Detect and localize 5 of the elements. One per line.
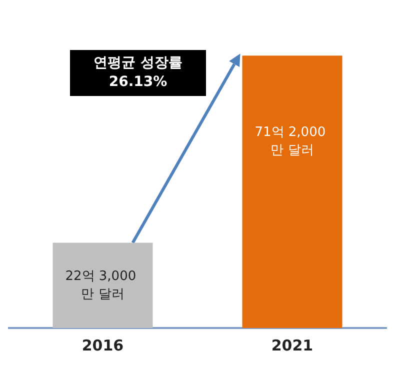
data-label: 22억 3,000 만 달러 <box>65 268 140 302</box>
x-tick-label: 2016 <box>82 336 124 354</box>
annotation: 연평균 성장률 26.13% <box>92 54 184 92</box>
data-label: 71억 2,000 만 달러 <box>254 125 330 158</box>
x-tick-label: 2021 <box>271 336 314 354</box>
